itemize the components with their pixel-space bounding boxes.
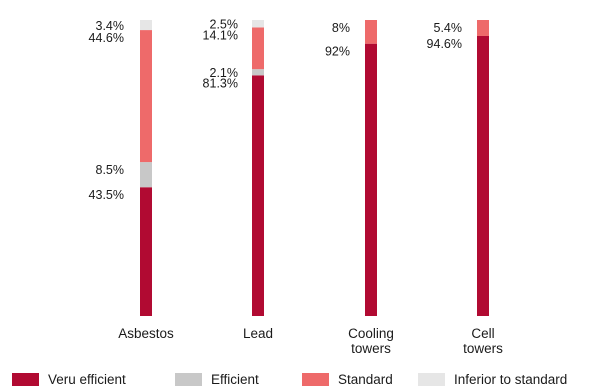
bar-segment-asbestos-standard bbox=[140, 30, 152, 162]
legend-label-standard: Standard bbox=[338, 372, 393, 387]
bar-segment-lead-efficient bbox=[252, 69, 264, 75]
bar-segment-asbestos-efficient bbox=[140, 162, 152, 187]
data-label-asbestos-standard: 44.6% bbox=[89, 31, 124, 45]
bar-segment-asbestos-inferior-to-standard bbox=[140, 20, 152, 30]
data-label-lead-efficient: 2.1% bbox=[210, 66, 239, 80]
data-label-asbestos-inferior-to-standard: 3.4% bbox=[96, 19, 125, 33]
data-label-asbestos-efficient: 8.5% bbox=[96, 163, 125, 177]
data-label-cooling-towers-veru-efficient: 92% bbox=[325, 45, 350, 59]
bar-segment-lead-inferior-to-standard bbox=[252, 20, 264, 27]
bar-segment-lead-veru-efficient bbox=[252, 75, 264, 316]
legend-swatch-inferior-to-standard bbox=[418, 373, 445, 386]
chart-legend: Veru efficient Efficient Standard Inferi… bbox=[0, 372, 597, 387]
legend-swatch-efficient bbox=[175, 373, 202, 386]
legend-label-inferior-to-standard: Inferior to standard bbox=[454, 372, 567, 387]
bar-segment-lead-standard bbox=[252, 27, 264, 69]
data-label-cell-towers-standard: 5.4% bbox=[434, 21, 463, 35]
data-label-lead-inferior-to-standard: 2.5% bbox=[210, 18, 239, 32]
category-label-asbestos: Asbestos bbox=[118, 326, 174, 341]
legend-swatch-standard bbox=[302, 373, 329, 386]
legend-item-efficient: Efficient bbox=[175, 372, 259, 387]
data-label-asbestos-veru-efficient: 43.5% bbox=[89, 188, 124, 202]
category-label-cell-towers: Cell towers bbox=[463, 326, 503, 356]
bar-segment-cooling-towers-veru-efficient bbox=[365, 44, 377, 316]
bar-segment-cell-towers-standard bbox=[477, 20, 489, 36]
data-label-cell-towers-veru-efficient: 94.6% bbox=[427, 37, 462, 51]
legend-item-standard: Standard bbox=[302, 372, 393, 387]
stacked-bar-chart: 43.5%8.5%44.6%3.4%Asbestos81.3%2.1%14.1%… bbox=[0, 0, 597, 372]
data-label-cooling-towers-standard: 8% bbox=[332, 21, 350, 35]
legend-swatch-veru-efficient bbox=[12, 373, 39, 386]
bar-segment-asbestos-veru-efficient bbox=[140, 187, 152, 316]
legend-item-veru-efficient: Veru efficient bbox=[12, 372, 126, 387]
bar-segment-cooling-towers-standard bbox=[365, 20, 377, 44]
legend-item-inferior-to-standard: Inferior to standard bbox=[418, 372, 567, 387]
category-label-cooling-towers: Cooling towers bbox=[348, 326, 394, 356]
legend-label-efficient: Efficient bbox=[211, 372, 259, 387]
legend-label-veru-efficient: Veru efficient bbox=[48, 372, 126, 387]
bar-segment-cell-towers-veru-efficient bbox=[477, 36, 489, 316]
category-label-lead: Lead bbox=[243, 326, 273, 341]
